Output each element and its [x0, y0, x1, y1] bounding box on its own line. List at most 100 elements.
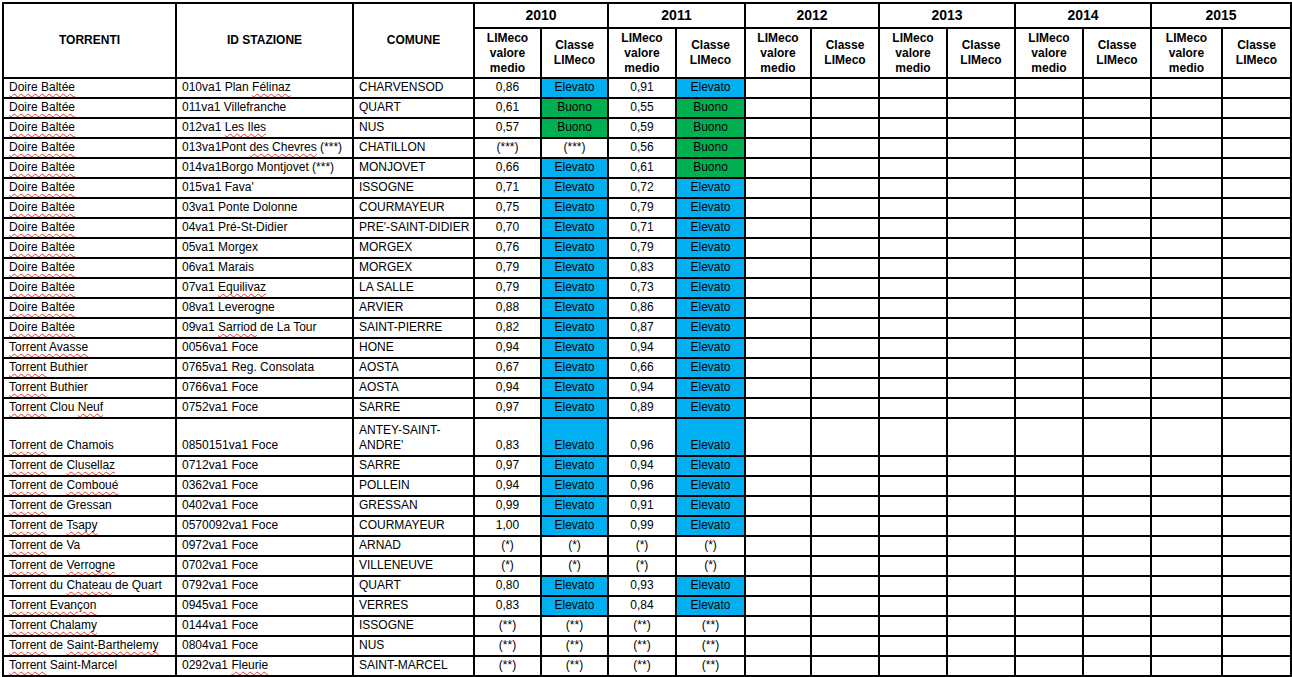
cell-limeco-valore-2012: [746, 79, 812, 99]
cell-limeco-valore-2012: [746, 239, 812, 259]
cell-limeco-valore-2014: [1016, 319, 1084, 339]
cell-limeco-valore-2014: [1016, 339, 1084, 359]
cell-limeco-valore-2013: [880, 179, 948, 199]
cell-limeco-valore-2012: [746, 497, 812, 517]
cell-stazione: 0804va1 Foce: [177, 637, 354, 657]
cell-limeco-valore-2013: [880, 419, 948, 457]
cell-limeco-valore-2015: [1152, 159, 1223, 179]
table-row: Doire Baltée012va1 Les IlesNUS0,57Buono0…: [4, 119, 1292, 139]
cell-limeco-valore-2015: [1152, 239, 1223, 259]
table-row: Torrent de Chamois0850151va1 FoceANTEY-S…: [4, 419, 1292, 457]
cell-limeco-valore-2014: [1016, 617, 1084, 637]
cell-stazione: 011va1 Villefranche: [177, 99, 354, 119]
subheader-limeco-valore-medio-2015: LIMeco valore medio: [1152, 29, 1223, 79]
cell-comune: QUART: [354, 99, 475, 119]
cell-limeco-valore-2013: [880, 239, 948, 259]
table-row: Torrent Avasse0056va1 FoceHONE0,94Elevat…: [4, 339, 1292, 359]
cell-classe-limeco-2014: [1084, 159, 1152, 179]
cell-classe-limeco-2013: [948, 259, 1016, 279]
cell-classe-limeco-2014: [1084, 299, 1152, 319]
cell-classe-limeco-2012: [812, 119, 880, 139]
cell-torrente: Doire Baltée: [4, 79, 177, 99]
cell-limeco-valore-2014: [1016, 557, 1084, 577]
cell-limeco-valore-2013: [880, 477, 948, 497]
misspelled-word: Doire Baltée: [9, 200, 75, 214]
cell-limeco-valore-2013: [880, 517, 948, 537]
cell-torrente: Doire Baltée: [4, 99, 177, 119]
cell-classe-limeco-2013: [948, 617, 1016, 637]
cell-limeco-valore-2013: [880, 279, 948, 299]
cell-classe-limeco-2015: [1223, 319, 1292, 339]
cell-classe-limeco-2011: Elevato: [677, 419, 746, 457]
cell-classe-limeco-2015: [1223, 219, 1292, 239]
cell-classe-limeco-2013: [948, 159, 1016, 179]
cell-limeco-valore-2013: [880, 557, 948, 577]
misspelled-word: Torrent: [9, 638, 46, 652]
cell-classe-limeco-2013: [948, 279, 1016, 299]
cell-limeco-valore-2011: (*): [609, 537, 677, 557]
cell-comune: MORGEX: [354, 259, 475, 279]
table-row: Doire Baltée06va1 MaraisMORGEX0,79Elevat…: [4, 259, 1292, 279]
cell-torrente: Torrent de Chamois: [4, 419, 177, 457]
cell-classe-limeco-2013: [948, 319, 1016, 339]
cell-limeco-valore-2015: [1152, 359, 1223, 379]
cell-comune: NUS: [354, 119, 475, 139]
misspelled-word: Verrogne: [66, 558, 115, 572]
table-body: Doire Baltée010va1 Plan FélinazCHARVENSO…: [4, 79, 1292, 677]
table-row: Doire Baltée05va1 MorgexMORGEX0,76Elevat…: [4, 239, 1292, 259]
cell-limeco-valore-2010: 0,75: [475, 199, 542, 219]
subheader-classe-limeco-2012: Classe LIMeco: [812, 29, 880, 79]
cell-limeco-valore-2014: [1016, 79, 1084, 99]
cell-limeco-valore-2012: [746, 119, 812, 139]
cell-classe-limeco-2011: (**): [677, 637, 746, 657]
cell-limeco-valore-2014: [1016, 239, 1084, 259]
cell-limeco-valore-2015: [1152, 617, 1223, 637]
cell-classe-limeco-2014: [1084, 199, 1152, 219]
year-header-2012: 2012: [746, 4, 880, 29]
cell-classe-limeco-2011: (**): [677, 657, 746, 677]
cell-classe-limeco-2013: [948, 79, 1016, 99]
cell-limeco-valore-2010: 0,83: [475, 419, 542, 457]
cell-stazione: 015va1 Fava': [177, 179, 354, 199]
cell-classe-limeco-2014: [1084, 497, 1152, 517]
cell-limeco-valore-2013: [880, 319, 948, 339]
table-row: Doire Baltée014va1Borgo Montjovet (***)M…: [4, 159, 1292, 179]
cell-classe-limeco-2013: [948, 179, 1016, 199]
cell-limeco-valore-2014: [1016, 179, 1084, 199]
cell-limeco-valore-2013: [880, 617, 948, 637]
cell-limeco-valore-2013: [880, 79, 948, 99]
cell-comune: SARRE: [354, 457, 475, 477]
cell-classe-limeco-2010: Elevato: [542, 219, 609, 239]
cell-stazione: 09va1 Sarriod de La Tour: [177, 319, 354, 339]
table-row: Torrent de Clusellaz0712va1 FoceSARRE0,9…: [4, 457, 1292, 477]
cell-classe-limeco-2010: Elevato: [542, 199, 609, 219]
cell-classe-limeco-2012: [812, 419, 880, 457]
cell-limeco-valore-2014: [1016, 119, 1084, 139]
cell-limeco-valore-2010: (**): [475, 657, 542, 677]
cell-limeco-valore-2011: 0,86: [609, 299, 677, 319]
table-row: Torrent Buthier0765va1 Reg. ConsolataAOS…: [4, 359, 1292, 379]
cell-classe-limeco-2015: [1223, 617, 1292, 637]
cell-classe-limeco-2015: [1223, 457, 1292, 477]
cell-classe-limeco-2011: Elevato: [677, 239, 746, 259]
cell-classe-limeco-2014: [1084, 577, 1152, 597]
table-row: Torrent de Gressan0402va1 FoceGRESSAN0,9…: [4, 497, 1292, 517]
cell-classe-limeco-2010: Elevato: [542, 359, 609, 379]
table-row: Doire Baltée07va1 EquilivazLA SALLE0,79E…: [4, 279, 1292, 299]
cell-classe-limeco-2011: Buono: [677, 119, 746, 139]
cell-limeco-valore-2012: [746, 259, 812, 279]
cell-torrente: Doire Baltée: [4, 239, 177, 259]
cell-limeco-valore-2010: (***): [475, 139, 542, 159]
cell-classe-limeco-2010: Elevato: [542, 319, 609, 339]
cell-comune: AOSTA: [354, 359, 475, 379]
cell-limeco-valore-2014: [1016, 379, 1084, 399]
cell-limeco-valore-2013: [880, 339, 948, 359]
cell-stazione: 0765va1 Reg. Consolata: [177, 359, 354, 379]
cell-classe-limeco-2013: [948, 657, 1016, 677]
cell-limeco-valore-2015: [1152, 279, 1223, 299]
cell-classe-limeco-2015: [1223, 577, 1292, 597]
cell-limeco-valore-2011: 0,96: [609, 477, 677, 497]
table-row: Torrent de Tsapy0570092va1 FoceCOURMAYEU…: [4, 517, 1292, 537]
cell-limeco-valore-2012: [746, 617, 812, 637]
cell-limeco-valore-2011: 0,99: [609, 517, 677, 537]
